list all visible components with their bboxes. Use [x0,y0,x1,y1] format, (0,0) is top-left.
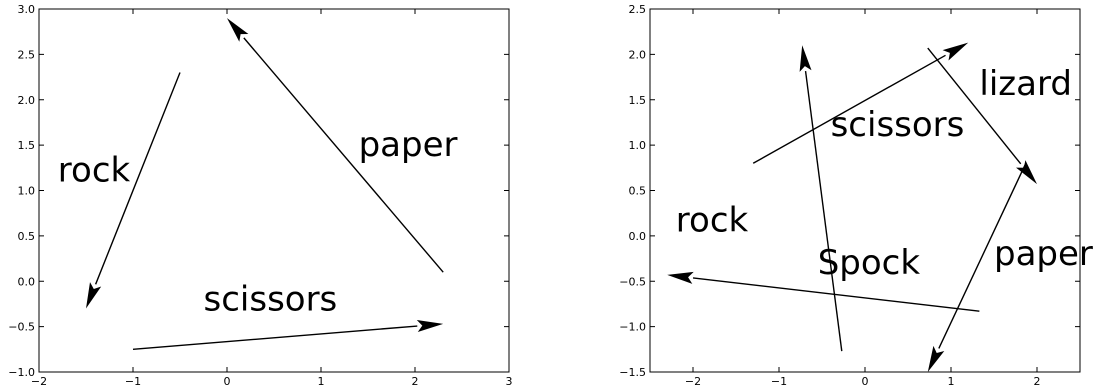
y-tick-label: 1.0 [629,139,647,152]
label-rock: rock [676,200,749,240]
y-tick-label: 1.5 [629,94,647,107]
y-tick-label: −1.0 [8,366,35,379]
arrow-2 [133,320,443,349]
y-tick-label: −1.0 [619,321,646,334]
arrow-head [227,18,248,42]
arrow-2 [753,43,968,164]
label-spock: Spock [818,243,921,283]
y-tick-label: 0.0 [18,275,36,288]
y-tick-label: 0.0 [629,230,647,243]
y-tick-label: −0.5 [8,321,35,334]
y-tick-label: 2.0 [18,94,36,107]
arrow-head [800,45,812,72]
label-paper: paper [994,234,1093,274]
x-tick-label: 1 [318,375,325,388]
arrow-head [1016,160,1037,184]
arrow-0 [800,45,842,351]
x-tick-label: 2 [412,375,419,388]
label-paper: paper [359,125,458,165]
label-rock: rock [58,150,131,190]
y-tick-label: 2.0 [629,48,647,61]
x-tick-label: −1 [771,375,787,388]
x-tick-label: 3 [506,375,513,388]
y-tick-label: 2.5 [18,48,36,61]
arrow-shaft [133,326,417,349]
arrow-head [417,320,443,332]
arrow-head [943,43,969,61]
y-tick-label: −0.5 [619,275,646,288]
y-tick-label: 1.5 [18,139,36,152]
y-tick-label: 3.0 [18,3,36,16]
y-tick-label: 0.5 [629,185,647,198]
y-tick-label: −1.5 [619,366,646,379]
x-tick-label: 1 [948,375,955,388]
arrow-head [667,272,694,284]
label-scissors: scissors [204,279,338,319]
x-tick-label: 2 [1034,375,1041,388]
right-chart: −2 −1 0 1 2 −1.5 −1.0 −0.5 0.0 0.5 1.0 1.5 2.0 2.5 roc… [619,3,1093,388]
label-lizard: lizard [979,64,1072,104]
x-tick-label: −1 [125,375,141,388]
x-tick-label: 0 [862,375,869,388]
arrow-head [928,346,945,372]
y-tick-label: 2.5 [629,3,647,16]
x-tick-label: −2 [685,375,701,388]
arrow-head [86,282,101,308]
left-chart: −2 −1 0 1 2 3−1.0−0.50.00.51.01.52.02.53.0roc… [8,3,512,388]
y-tick-label: 0.5 [18,230,36,243]
arrow-0 [86,73,180,309]
x-tick-label: 0 [224,375,231,388]
y-tick-label: 1.0 [18,185,36,198]
label-scissors: scissors [831,105,965,145]
